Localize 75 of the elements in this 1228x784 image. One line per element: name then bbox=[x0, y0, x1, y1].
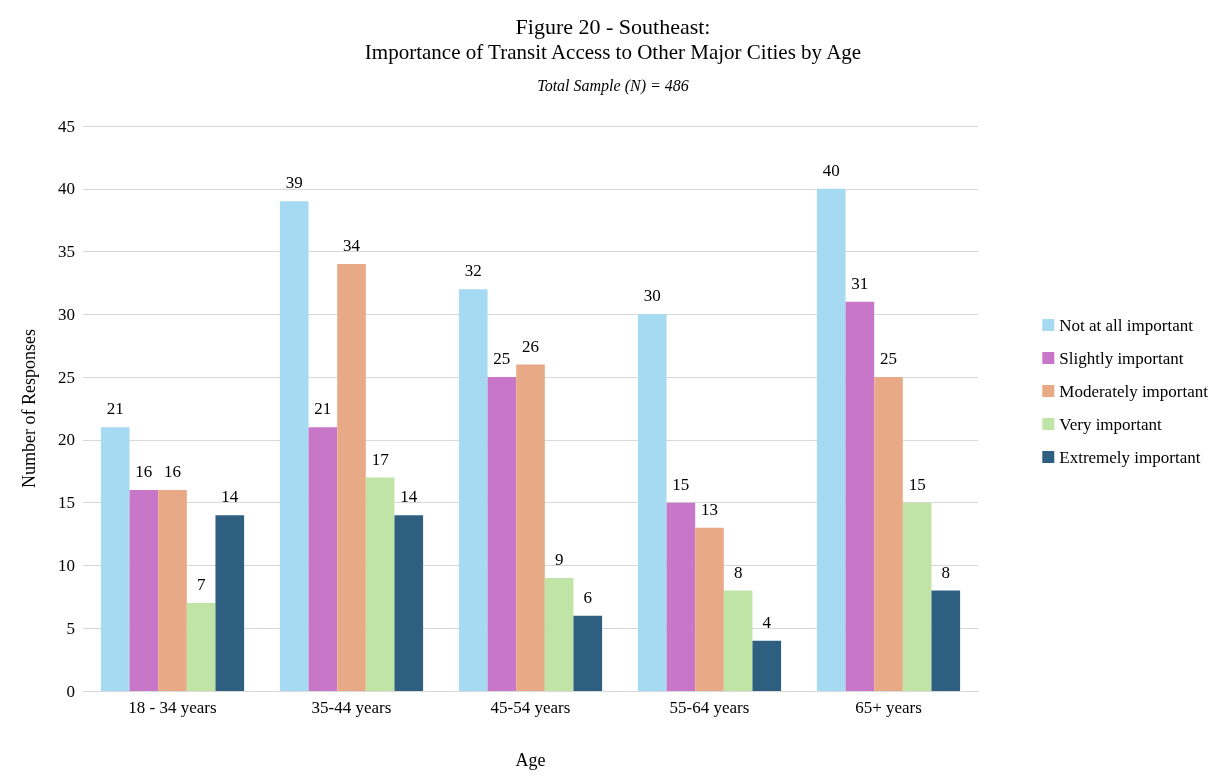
bar bbox=[100, 427, 130, 691]
data-label: 4 bbox=[762, 612, 772, 632]
data-label: 40 bbox=[822, 160, 840, 180]
bar bbox=[129, 490, 159, 691]
legend-label: Slightly important bbox=[1059, 348, 1184, 368]
bar bbox=[308, 427, 338, 691]
bar bbox=[874, 377, 903, 691]
bar bbox=[458, 289, 488, 691]
y-tick-label: 40 bbox=[58, 179, 75, 199]
bar bbox=[666, 502, 696, 691]
data-label: 16 bbox=[164, 462, 181, 482]
bar bbox=[215, 515, 245, 691]
data-label: 8 bbox=[941, 562, 951, 582]
y-tick-label: 5 bbox=[66, 618, 75, 638]
y-tick-label: 30 bbox=[58, 304, 75, 324]
bar bbox=[931, 590, 961, 691]
data-label: 31 bbox=[851, 273, 869, 293]
text: Total Sample (N) = 486 bbox=[537, 76, 689, 95]
data-label: 7 bbox=[196, 575, 206, 595]
y-axis-title: Number of Responses bbox=[19, 329, 39, 488]
bar bbox=[365, 477, 395, 691]
bar bbox=[516, 364, 545, 691]
bar bbox=[845, 301, 875, 691]
bar bbox=[723, 590, 753, 691]
data-label: 15 bbox=[672, 474, 690, 494]
chart-subtitle: Importance of Transit Access to Other Major Cities by Age bbox=[364, 39, 862, 64]
bar bbox=[186, 603, 216, 691]
data-label: 21 bbox=[106, 399, 124, 419]
x-tick-label: 65+ years bbox=[855, 698, 922, 717]
bar bbox=[158, 490, 187, 691]
x-tick-label: 18 - 34 years bbox=[128, 698, 217, 717]
bar bbox=[487, 377, 517, 691]
bar bbox=[752, 640, 782, 691]
bar bbox=[695, 527, 724, 691]
bar bbox=[279, 201, 309, 691]
data-label: 9 bbox=[554, 550, 564, 569]
data-label: 25 bbox=[880, 349, 897, 369]
bar bbox=[337, 264, 366, 691]
legend-label: Very important bbox=[1059, 414, 1163, 434]
data-label: 16 bbox=[135, 462, 153, 482]
bar bbox=[544, 578, 574, 691]
bar bbox=[573, 615, 603, 691]
chart-title: Figure 20 - Southeast: bbox=[515, 13, 711, 39]
bar bbox=[394, 515, 424, 691]
legend-label: Moderately important bbox=[1059, 381, 1209, 401]
y-tick-label: 35 bbox=[58, 242, 75, 262]
data-label: 6 bbox=[583, 587, 593, 607]
y-tick-label: 15 bbox=[58, 493, 75, 513]
x-tick-label: 45-54 years bbox=[490, 698, 571, 717]
data-label: 14 bbox=[400, 487, 418, 507]
y-tick-label: 10 bbox=[58, 555, 75, 575]
y-tick-label: 20 bbox=[58, 430, 75, 450]
bar bbox=[637, 314, 667, 691]
bar bbox=[902, 502, 932, 691]
y-tick-label: 45 bbox=[58, 116, 75, 136]
data-label: 8 bbox=[733, 562, 743, 582]
data-label: 30 bbox=[643, 286, 661, 306]
y-tick-label: 0 bbox=[66, 681, 75, 701]
legend-label: Not at all important bbox=[1059, 315, 1194, 335]
data-label: 25 bbox=[493, 349, 511, 369]
legend-label: Extremely important bbox=[1059, 447, 1201, 467]
data-label: 17 bbox=[371, 449, 390, 469]
data-label: 34 bbox=[343, 236, 361, 256]
data-label: 13 bbox=[701, 499, 718, 519]
x-tick-label: 35-44 years bbox=[311, 698, 392, 717]
data-label: 21 bbox=[314, 399, 332, 419]
data-label: 39 bbox=[285, 173, 303, 193]
x-tick-label: 55-64 years bbox=[669, 698, 750, 717]
x-axis-title: Age bbox=[515, 750, 546, 770]
bar bbox=[816, 188, 846, 691]
data-label: 15 bbox=[908, 474, 926, 494]
data-label: 14 bbox=[221, 487, 239, 507]
data-label: 32 bbox=[464, 261, 482, 281]
data-label: 26 bbox=[522, 336, 539, 356]
y-tick-label: 25 bbox=[58, 367, 75, 387]
